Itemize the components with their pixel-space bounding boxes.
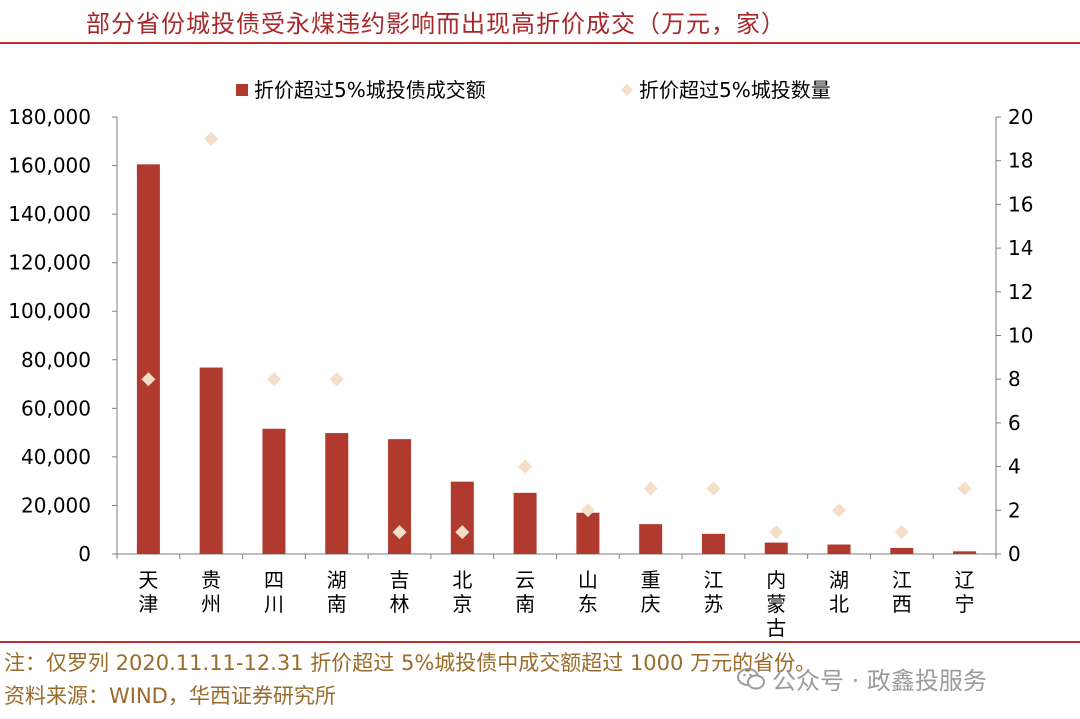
x-tick-label: 辽宁	[955, 568, 975, 616]
y-right-tick-label: 18	[1008, 149, 1033, 173]
watermark: 公众号 · 政鑫投服务	[736, 661, 987, 696]
chart-area: 0 20,000 40,000 60,000 80,000 100,000 120,000 1…	[8, 78, 1033, 640]
y-left-tick-label: 40,000	[21, 445, 91, 469]
bar	[576, 512, 600, 554]
bar	[262, 428, 286, 554]
point	[894, 525, 909, 540]
x-tick-label: 山东	[578, 568, 598, 616]
point	[769, 525, 784, 540]
bar	[701, 533, 725, 554]
bar	[827, 544, 851, 554]
y-left-tick-label: 160,000	[8, 154, 91, 178]
y-right-tick-label: 4	[1008, 455, 1021, 479]
y-right-tick-label: 2	[1008, 498, 1021, 522]
bar	[513, 492, 537, 554]
x-tick-label: 天津	[138, 568, 158, 616]
point	[643, 481, 658, 496]
point	[455, 525, 470, 540]
x-tick-label: 内蒙古	[766, 568, 786, 640]
x-tick-label: 湖南	[327, 568, 347, 616]
y-left-tick-label: 20,000	[21, 493, 91, 517]
point	[204, 131, 219, 146]
bar	[136, 164, 160, 554]
y-right-tick-label: 14	[1008, 236, 1033, 260]
bar	[890, 547, 914, 554]
source-note: 资料来源：WIND，华西证券研究所	[4, 684, 336, 708]
bar	[764, 542, 788, 554]
y-left-tick-label: 140,000	[8, 202, 91, 226]
point	[141, 372, 156, 387]
title-underline	[0, 42, 1080, 44]
chart-title: 部分省份城投债受永煤违约影响而出现高折价成交（万元，家）	[86, 10, 786, 38]
x-tick-label: 江苏	[703, 568, 723, 616]
point	[832, 503, 847, 518]
point	[329, 372, 344, 387]
bar	[450, 481, 474, 554]
y-right-tick-label: 12	[1008, 280, 1033, 304]
y-left-tick-label: 100,000	[8, 299, 91, 323]
point	[706, 481, 721, 496]
y-right-tick-label: 6	[1008, 411, 1021, 435]
x-tick-label: 江西	[892, 568, 912, 616]
point	[957, 481, 972, 496]
point	[580, 503, 595, 518]
y-right-tick-label: 16	[1008, 192, 1033, 216]
x-tick-label: 湖北	[829, 568, 849, 616]
y-right-tick-label: 8	[1008, 367, 1021, 391]
y-left-tick-label: 120,000	[8, 251, 91, 275]
legend-bar-swatch	[236, 84, 248, 96]
point	[392, 525, 407, 540]
x-tick-label: 重庆	[641, 568, 661, 616]
bar	[325, 433, 349, 554]
y-left-tick-label: 60,000	[21, 396, 91, 420]
y-left-tick-label: 0	[78, 542, 91, 566]
legend-point-label: 折价超过5%城投数量	[639, 78, 831, 102]
x-tick-label: 四川	[264, 568, 284, 616]
x-tick-label: 云南	[515, 568, 535, 616]
y-right-tick-label: 10	[1008, 324, 1033, 348]
point	[266, 372, 281, 387]
bar	[953, 551, 977, 554]
bar	[388, 439, 412, 554]
y-right-tick-label: 20	[1008, 105, 1033, 129]
y-left-tick-label: 180,000	[8, 105, 91, 129]
watermark-text: 公众号 · 政鑫投服务	[772, 667, 987, 695]
point	[518, 459, 533, 474]
x-tick-label: 贵州	[201, 568, 221, 616]
x-tick-label: 北京	[452, 568, 472, 616]
bar	[199, 367, 223, 554]
bar	[639, 524, 663, 554]
notes-divider	[0, 641, 1080, 643]
legend-bar-label: 折价超过5%城投债成交额	[254, 78, 486, 102]
legend-point-swatch	[621, 84, 633, 96]
wechat-icon	[737, 667, 765, 689]
y-left-tick-label: 80,000	[21, 348, 91, 372]
x-tick-label: 吉林	[390, 568, 410, 616]
footnote: 注：仅罗列 2020.11.11-12.31 折价超过 5%城投债中成交额超过 …	[4, 651, 817, 675]
y-right-tick-label: 0	[1008, 542, 1021, 566]
